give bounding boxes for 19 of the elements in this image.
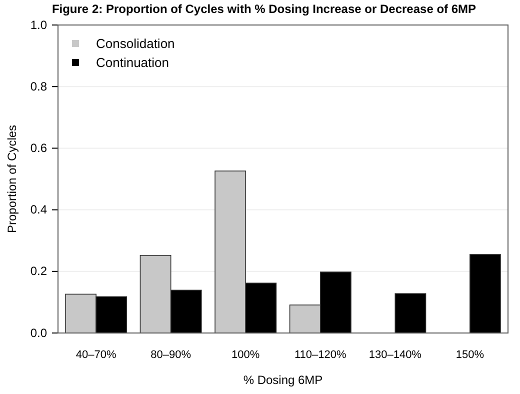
y-tick-label: 0.4 — [30, 202, 48, 217]
x-tick-label: 100% — [232, 349, 260, 361]
legend-label: Continuation — [96, 55, 169, 70]
bar — [394, 293, 426, 334]
x-tick-label: 130–140% — [368, 349, 422, 361]
y-tick-label: 0.0 — [30, 326, 48, 340]
x-tick-label: 80–90% — [150, 349, 192, 361]
x-tick-label: 150% — [456, 349, 484, 361]
bar — [470, 254, 501, 334]
x-tick-label: 40–70% — [76, 349, 116, 361]
chart-title: Figure 2: Proportion of Cycles with % Dosing Increase or Decrease of 6MP — [52, 2, 476, 16]
y-tick-label: 1.0 — [30, 18, 48, 32]
x-tick-label: 110–120% — [294, 349, 346, 361]
y-tick-label: 0.6 — [30, 141, 48, 156]
y-tick-label: 0.8 — [30, 79, 48, 94]
legend-label: Consolidation — [96, 36, 175, 51]
y-axis-title: Proportion of Cycles — [5, 124, 19, 234]
y-tick-label: 0.2 — [30, 264, 48, 278]
x-axis-title: % Dosing 6MP — [243, 373, 323, 387]
